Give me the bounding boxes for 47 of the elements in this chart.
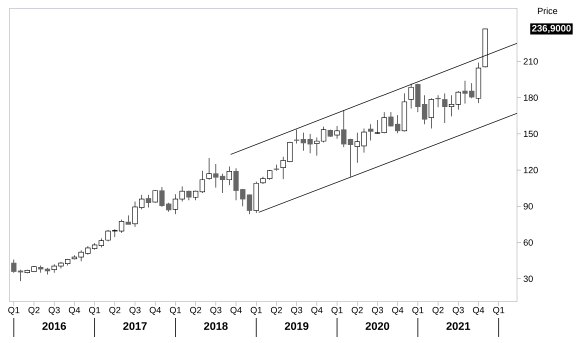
candlestick (408, 83, 414, 109)
x2-tick-label: 2020 (366, 322, 390, 330)
y-tick-label: 90 (524, 203, 533, 210)
x-tick-label: Q2 (190, 306, 202, 315)
x-tick-label: Q1 (170, 306, 181, 315)
y-tick-label: 60 (524, 239, 533, 246)
y-tick-label: 180 (524, 94, 538, 101)
x-tick-label: Q2 (28, 306, 40, 315)
candlestick (226, 166, 232, 186)
y-tick-label: 120 (524, 166, 538, 174)
x-tick-label: Q4 (472, 306, 484, 315)
y-tick-label: 150 (524, 130, 538, 138)
x2-tick-label: 2019 (284, 322, 308, 330)
x-tick-label: Q1 (331, 306, 343, 315)
x-tick-label: Q3 (452, 306, 464, 315)
x2-tick-label: 2016 (42, 322, 66, 330)
x-tick-label: Q2 (352, 306, 363, 315)
x-tick-label: Q2 (432, 306, 444, 315)
candlestick (428, 98, 434, 129)
x-tick-label: Q3 (372, 306, 384, 315)
candlestick (152, 190, 158, 203)
x-tick-label: Q1 (8, 306, 20, 315)
x-tick-label: Q1 (250, 306, 262, 315)
candlestick (274, 164, 280, 171)
candlestick (334, 126, 340, 139)
x-tick-label: Q3 (291, 306, 302, 315)
x-tick-label: Q3 (210, 306, 222, 315)
x-tick-label: Q4 (150, 306, 161, 315)
x-tick-label: Q4 (311, 306, 323, 315)
x2-tick-label: 2018 (204, 322, 228, 330)
y-axis-title: Price (538, 7, 558, 14)
x-tick-label: Q4 (230, 306, 242, 315)
x-tick-label: Q3 (48, 306, 60, 315)
x-tick-label: Q2 (109, 306, 120, 315)
x-tick-label: Q3 (129, 306, 141, 315)
x-tick-label: Q4 (392, 306, 404, 315)
x-tick-label: Q4 (68, 306, 80, 315)
x2-tick-label: 2021 (446, 322, 470, 330)
text: 236,9000 (532, 24, 571, 33)
x-tick-label: Q2 (270, 306, 282, 315)
x-tick-label: Q1 (493, 306, 504, 315)
y-tick-label: 210 (524, 58, 538, 65)
x-tick-label: Q1 (89, 306, 100, 315)
x2-tick-label: 2017 (123, 322, 147, 330)
candlestick (206, 158, 212, 180)
x-tick-label: Q1 (412, 306, 424, 315)
y-tick-label: 30 (524, 276, 533, 282)
